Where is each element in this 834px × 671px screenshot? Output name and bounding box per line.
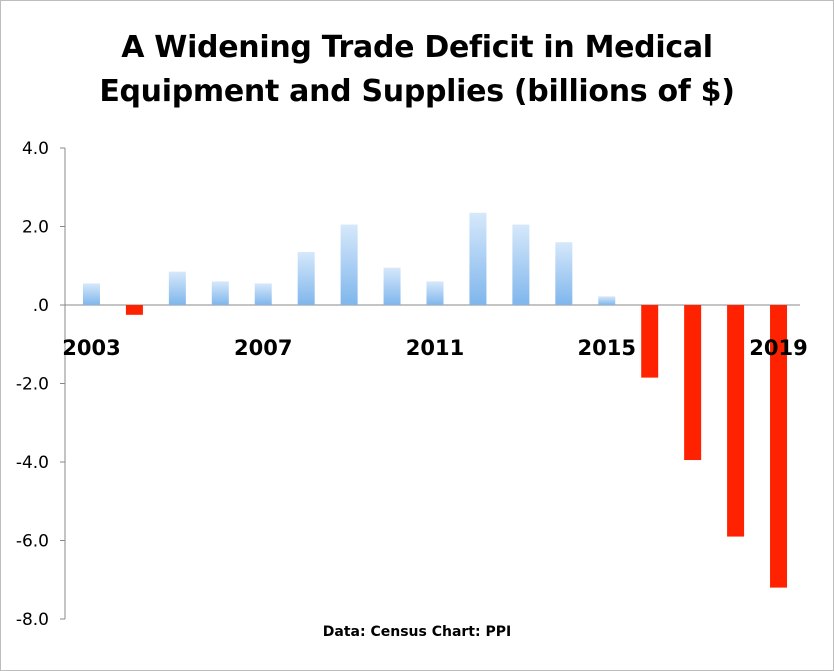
bar-2003: [82, 283, 100, 305]
chart-title: A Widening Trade Deficit in Medical Equi…: [0, 26, 834, 114]
x-tick-label: 2007: [234, 336, 292, 360]
bar-2004: [125, 305, 143, 315]
x-tick-label: 2011: [406, 336, 464, 360]
x-tick-label: 2015: [578, 336, 636, 360]
chart-title-line-1: A Widening Trade Deficit in Medical: [121, 30, 713, 65]
x-tick-label: 2019: [749, 336, 807, 360]
bar-2018: [727, 305, 745, 537]
chart-title-line-2: Equipment and Supplies (billions of $): [99, 74, 735, 109]
y-tick-label: -6.0: [16, 532, 49, 552]
bar-2013: [512, 224, 530, 305]
x-tick-label: 2003: [62, 336, 120, 360]
bar-2009: [340, 224, 358, 305]
bar-2006: [211, 281, 229, 305]
bar-2010: [383, 267, 401, 305]
bar-2015: [598, 296, 616, 305]
y-tick-label: -8.0: [16, 610, 49, 630]
y-tick-label: -4.0: [16, 453, 49, 473]
bar-2017: [684, 305, 702, 461]
bar-2011: [426, 281, 444, 305]
bar-2005: [168, 271, 186, 305]
bar-2014: [555, 242, 573, 305]
chart-source-note: Data: Census Chart: PPI: [322, 624, 512, 640]
bar-2012: [469, 212, 487, 305]
y-tick-label: 2.0: [22, 218, 49, 238]
bar-2019: [770, 305, 788, 588]
y-tick-label: 4.0: [22, 139, 49, 159]
bar-2007: [254, 283, 272, 305]
bar-2016: [641, 305, 659, 378]
y-tick-label: -2.0: [16, 375, 49, 395]
y-tick-label: .0: [33, 296, 49, 316]
bar-2008: [297, 252, 315, 305]
